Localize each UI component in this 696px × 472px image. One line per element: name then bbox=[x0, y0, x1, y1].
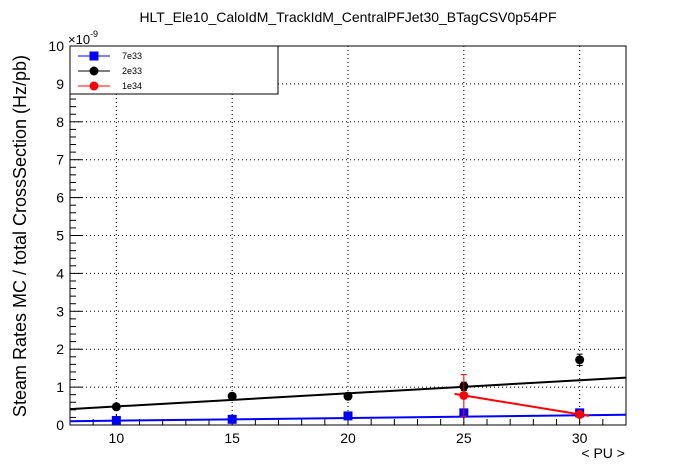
y-tick-label: 6 bbox=[56, 190, 64, 206]
legend-item: 1e34 bbox=[78, 81, 142, 91]
data-point bbox=[575, 409, 585, 419]
data-point bbox=[343, 391, 353, 401]
y-multiplier-exponent: -9 bbox=[90, 29, 98, 39]
x-tick-label: 20 bbox=[340, 430, 356, 446]
series-2e33 bbox=[69, 353, 627, 412]
y-tick-label: 8 bbox=[56, 114, 64, 130]
y-tick-label: 7 bbox=[56, 152, 64, 168]
data-point bbox=[111, 415, 121, 425]
legend-label: 2e33 bbox=[122, 66, 142, 76]
data-point bbox=[89, 51, 99, 61]
y-tick-label: 3 bbox=[56, 303, 64, 319]
y-tick-label: 2 bbox=[56, 341, 64, 357]
legend-item: 7e33 bbox=[78, 51, 142, 61]
legend-box bbox=[69, 45, 279, 95]
data-point bbox=[89, 66, 99, 76]
y-multiplier: ×10-9 bbox=[68, 29, 98, 47]
legend-label: 7e33 bbox=[122, 51, 142, 61]
x-tick-label: 10 bbox=[109, 430, 125, 446]
y-tick-label: 9 bbox=[56, 76, 64, 92]
series-1e34 bbox=[454, 374, 590, 419]
data-point bbox=[227, 414, 237, 424]
chart-title: HLT_Ele10_CaloIdM_TrackIdM_CentralPFJet3… bbox=[139, 9, 556, 25]
data-point bbox=[459, 390, 469, 400]
series-group bbox=[69, 353, 627, 425]
legend: 7e33 2e33 1e34 bbox=[69, 45, 279, 95]
axis-ticks: 10 15 20 25 30 0 1 2 3 4 5 6 7 8 9 10 bbox=[48, 38, 627, 446]
legend-item: 2e33 bbox=[78, 66, 142, 76]
x-tick-label: 15 bbox=[224, 430, 240, 446]
y-tick-label: 4 bbox=[56, 265, 64, 281]
data-point bbox=[111, 402, 121, 412]
y-tick-label: 1 bbox=[56, 379, 64, 395]
data-point bbox=[575, 355, 585, 365]
x-tick-label: 30 bbox=[572, 430, 588, 446]
y-tick-label: 10 bbox=[48, 38, 64, 54]
y-axis-label: Steam Rates MC / total CrossSection (Hz/… bbox=[10, 55, 30, 417]
x-axis-label: < PU > bbox=[581, 445, 625, 461]
y-tick-label: 5 bbox=[56, 228, 64, 244]
x-tick-label: 25 bbox=[456, 430, 472, 446]
data-point bbox=[89, 81, 99, 91]
fit-line bbox=[454, 392, 590, 417]
y-tick-label: 0 bbox=[56, 417, 64, 433]
data-point bbox=[227, 391, 237, 401]
legend-label: 1e34 bbox=[122, 81, 142, 91]
grid bbox=[70, 46, 626, 425]
data-point bbox=[343, 411, 353, 421]
